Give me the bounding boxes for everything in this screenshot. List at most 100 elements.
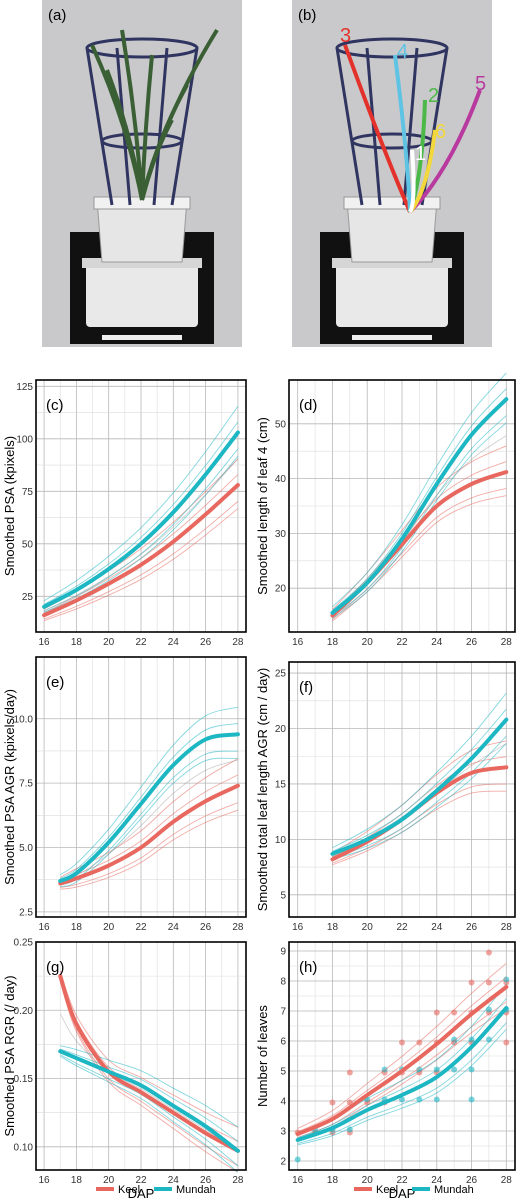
y-axis-label: Smoothed PSA RGR (/ day) xyxy=(2,975,17,1136)
leaf-number-label: 1 xyxy=(415,143,426,165)
plant-leaves-b: 3 42 5 61 xyxy=(340,25,486,214)
series-line-keel xyxy=(58,974,240,1153)
data-point-mundah xyxy=(468,1096,475,1103)
annotated-leaf xyxy=(408,89,482,214)
x-tick-label: 22 xyxy=(396,637,408,648)
series-line-mundah xyxy=(58,1049,240,1153)
x-tick-label: 28 xyxy=(501,637,513,648)
y-tick-label: 125 xyxy=(16,382,33,393)
y-tick-label: 100 xyxy=(16,434,33,445)
x-tick-label: 26 xyxy=(200,1175,212,1186)
x-tick-label: 28 xyxy=(501,922,513,933)
series-line-keel xyxy=(42,483,240,618)
y-tick-label: 7.5 xyxy=(19,779,33,790)
x-tick-label: 18 xyxy=(327,1175,339,1186)
y-axis-label: Number of leaves xyxy=(255,1005,270,1107)
x-tick-label: 20 xyxy=(103,1175,115,1186)
leaf-number-label: 4 xyxy=(397,41,408,63)
x-tick-label: 18 xyxy=(71,1175,83,1186)
y-tick-label: 0.20 xyxy=(14,1006,34,1017)
individual-trace-mundah xyxy=(297,1022,507,1144)
data-point-keel xyxy=(503,1039,510,1046)
y-tick-label: 30 xyxy=(275,529,287,540)
x-tick-label: 26 xyxy=(200,922,212,933)
panel-label: (g) xyxy=(46,959,64,976)
y-tick-label: 25 xyxy=(275,669,287,680)
plot-border xyxy=(35,941,247,1171)
x-tick-label: 22 xyxy=(396,922,408,933)
data-point-mundah xyxy=(294,1156,301,1163)
individual-trace-mundah xyxy=(332,708,507,852)
individual-trace-keel xyxy=(43,508,239,622)
x-tick-label: 24 xyxy=(431,1175,443,1186)
y-tick-label: 2.5 xyxy=(19,907,33,918)
plot-border xyxy=(35,656,247,918)
individual-trace-mundah xyxy=(332,735,507,859)
y-tick-label: 15 xyxy=(275,779,287,790)
individual-trace-keel xyxy=(43,501,239,620)
annotated-leaf xyxy=(408,149,416,213)
y-tick-label: 9 xyxy=(280,947,286,958)
x-tick-label: 24 xyxy=(431,922,443,933)
individual-trace-keel xyxy=(59,970,239,1128)
leaf-number-label: 3 xyxy=(340,25,351,47)
y-tick-label: 7 xyxy=(280,1007,286,1018)
legend-label-keel: Keel xyxy=(118,1184,140,1196)
individual-trace-mundah xyxy=(332,743,507,860)
panel-label-a: (a) xyxy=(48,7,66,24)
x-tick-label: 20 xyxy=(362,637,374,648)
x-tick-label: 26 xyxy=(466,637,478,648)
legend-label-keel: Keel xyxy=(376,1184,398,1196)
x-tick-label: 28 xyxy=(232,637,244,648)
chart-panel: 16 18 20 22 24 26 28 2 3 4 5 6 7 8 9 Number of leaves DA… xyxy=(255,941,516,1200)
panel-label: (d) xyxy=(299,397,317,414)
chart-panel: 16 18 20 22 24 26 28 25 50 75 100 125 Smoothed PSA (… xyxy=(2,379,247,648)
y-tick-label: 4 xyxy=(280,1097,286,1108)
leaf-blade xyxy=(120,29,144,201)
x-tick-label: 16 xyxy=(39,922,51,933)
x-axis-label: DAP xyxy=(389,1186,416,1200)
cage-post xyxy=(335,47,364,206)
x-tick-label: 26 xyxy=(200,637,212,648)
leaf-number-label: 5 xyxy=(475,73,486,95)
legend-label-mundah: Mundah xyxy=(176,1184,216,1196)
y-tick-label: 50 xyxy=(22,539,34,550)
stand-label xyxy=(352,335,432,340)
pot-rim xyxy=(343,196,441,210)
individual-trace-mundah xyxy=(60,1045,239,1128)
x-tick-label: 22 xyxy=(135,637,147,648)
y-tick-label: 5.0 xyxy=(19,843,33,854)
individual-trace-mundah xyxy=(59,706,239,876)
series-line-keel xyxy=(295,985,509,1136)
y-axis-label: Smoothed PSA (kpixels) xyxy=(2,436,17,576)
y-tick-label: 6 xyxy=(280,1037,286,1048)
x-tick-label: 22 xyxy=(135,1175,147,1186)
x-tick-label: 18 xyxy=(71,637,83,648)
x-tick-label: 24 xyxy=(168,922,180,933)
data-point-keel xyxy=(485,979,492,986)
cage-post xyxy=(85,47,114,206)
white-container xyxy=(336,262,448,327)
x-tick-label: 28 xyxy=(232,1175,244,1186)
data-point-keel xyxy=(468,979,475,986)
x-axis-label: DAP xyxy=(128,1186,155,1200)
plot-border xyxy=(288,941,516,1171)
leaf-number-label: 6 xyxy=(435,121,446,143)
y-axis-label: Smoothed total leaf length AGR (cm / day… xyxy=(255,668,270,912)
x-tick-label: 18 xyxy=(327,922,339,933)
y-tick-label: 25 xyxy=(22,592,34,603)
series-line-mundah xyxy=(330,397,509,615)
data-point-mundah xyxy=(451,1036,458,1043)
y-tick-label: 5 xyxy=(280,1067,286,1078)
chart-panel: 16 18 20 22 24 26 28 5 10 15 20 25 Smoothed total le… xyxy=(255,661,516,933)
photo-a xyxy=(42,0,242,347)
individual-trace-keel xyxy=(59,980,239,1173)
individual-trace-mundah xyxy=(297,998,507,1139)
individual-trace-mundah xyxy=(60,757,238,888)
chart-panel: 16 18 20 22 24 26 28 20 30 40 50 Smoothed length of… xyxy=(255,372,516,648)
y-tick-label: 20 xyxy=(275,584,287,595)
y-tick-label: 10.0 xyxy=(14,714,34,725)
data-point-keel xyxy=(433,1009,440,1016)
x-tick-label: 28 xyxy=(501,1175,513,1186)
container-rim xyxy=(82,258,202,268)
